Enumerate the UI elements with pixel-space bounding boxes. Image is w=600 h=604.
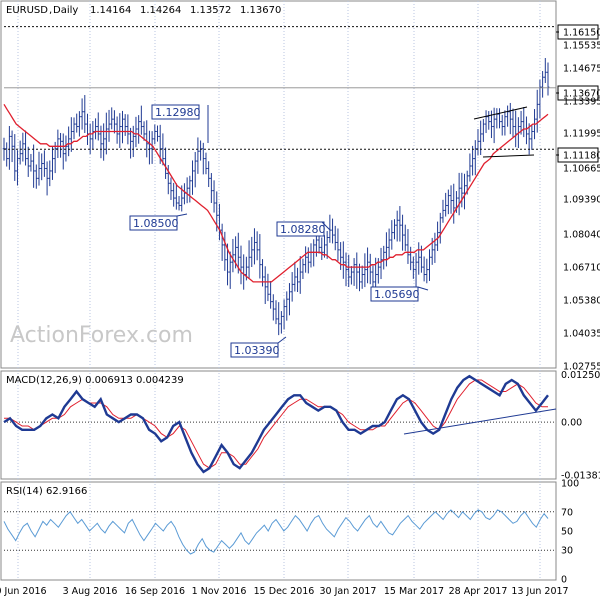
ohlc-high: 1.14264 <box>140 5 181 16</box>
annotation-text: 1.08280 <box>280 223 326 236</box>
price-tick-label: 1.11995 <box>563 129 600 140</box>
time-axis: 20 Jun 2016 3 Aug 2016 16 Sep 2016 1 Nov 20… <box>0 586 569 597</box>
time-tick-label: 1 Nov 2016 <box>192 586 247 597</box>
annotation-box <box>151 104 200 120</box>
time-tick-label: 20 Jun 2016 <box>0 586 47 597</box>
macd-title: MACD(12,26,9) 0.006913 0.004239 <box>6 375 184 386</box>
candlesticks <box>2 58 550 336</box>
annotation-text: 1.03390 <box>234 344 280 357</box>
price-tick-label: 1.08040 <box>563 230 600 241</box>
annotation-label: 1.08500 <box>129 215 179 231</box>
annotation-label: 1.03390 <box>230 342 280 358</box>
rsi-tick-label: 100 <box>561 479 579 490</box>
macd-axis: 0.012509 0.00 -0.013813 <box>561 370 600 482</box>
channel-lower-line <box>482 154 535 158</box>
price-tick-label: 1.15535 <box>563 41 600 52</box>
symbol-label: EURUSD <box>6 5 48 16</box>
annotation-text: 1.12980 <box>155 106 201 119</box>
rsi-level-lines <box>4 511 556 551</box>
macd-line <box>3 374 549 474</box>
annotation-label: 1.08280 <box>276 221 326 237</box>
price-tick-label: 1.09390 <box>563 195 600 206</box>
time-tick-label: 15 Mar 2017 <box>384 586 444 597</box>
time-tick-label: 16 Sep 2016 <box>125 586 185 597</box>
annotation-label: 1.12980 <box>151 104 201 120</box>
price-tick-label: 1.10665 <box>563 164 600 175</box>
price-tick-label: 1.13670 <box>563 89 600 100</box>
macd-tick-label: 0.00 <box>561 418 582 429</box>
rsi-tick-label: 70 <box>561 507 573 518</box>
rsi-title: RSI(14) 62.9166 <box>6 486 87 497</box>
rsi-tick-label: 0 <box>561 575 567 586</box>
price-tick-label: 1.05380 <box>563 296 600 307</box>
price-tick-label: 1.06710 <box>563 263 600 274</box>
annotation-label: 1.05690 <box>370 286 420 302</box>
time-tick-label: 30 Jan 2017 <box>320 586 377 597</box>
macd-signal-line <box>4 379 548 469</box>
price-tick-label: 1.11180 <box>563 151 600 162</box>
title-comma: , <box>49 5 52 16</box>
price-annotations: 1.12980 1.08500 1.03390 1.08280 1.05690 <box>129 104 429 358</box>
price-tick-label: 1.04035 <box>563 329 600 340</box>
price-panel-frame <box>0 0 557 369</box>
rsi-axis: 100 70 50 30 0 <box>561 479 579 586</box>
sma-line <box>3 103 549 283</box>
rsi-tick-label: 50 <box>561 527 573 538</box>
macd-tick-label: -0.013813 <box>561 470 600 481</box>
ohlc-low: 1.13572 <box>190 5 231 16</box>
time-tick-label: 13 Jun 2017 <box>511 586 568 597</box>
ohlc-close: 1.13670 <box>240 5 281 16</box>
macd-panel-frame <box>0 370 557 480</box>
annotation-leader <box>176 213 188 217</box>
rsi-line <box>3 509 549 555</box>
annotation-box <box>276 221 325 237</box>
ohlc-open: 1.14164 <box>90 5 131 16</box>
watermark: ActionForex.com <box>10 323 193 348</box>
annotation-leader <box>277 336 287 344</box>
price-tick-label: 1.13395 <box>563 97 600 108</box>
price-tick-label: 1.14675 <box>563 64 600 75</box>
price-tick-label: 1.16150 <box>563 28 600 39</box>
time-tick-label: 15 Dec 2016 <box>254 586 315 597</box>
annotation-leader <box>321 221 331 231</box>
horizontal-levels <box>4 26 556 150</box>
rsi-panel-frame <box>0 481 557 581</box>
price-tick-label: 1.02755 <box>563 362 600 373</box>
time-tick-label: 28 Apr 2017 <box>449 586 508 597</box>
price-panel-title: EURUSD , Daily 1.14164 1.14264 1.13572 1… <box>6 5 281 16</box>
channel-lines <box>473 106 535 158</box>
annotation-text: 1.05690 <box>374 288 420 301</box>
annotation-box <box>370 286 419 302</box>
time-tick-label: 3 Aug 2016 <box>63 586 118 597</box>
annotation-box <box>129 215 178 231</box>
annotation-box <box>230 342 279 358</box>
rsi-tick-label: 30 <box>561 546 573 557</box>
macd-tick-label: 0.012509 <box>561 370 600 381</box>
annotation-text: 1.08500 <box>133 217 179 230</box>
annotation-leader <box>417 286 429 291</box>
channel-upper-line <box>473 106 528 120</box>
timeframe-label: Daily <box>53 5 78 16</box>
macd-trendline <box>403 408 557 435</box>
